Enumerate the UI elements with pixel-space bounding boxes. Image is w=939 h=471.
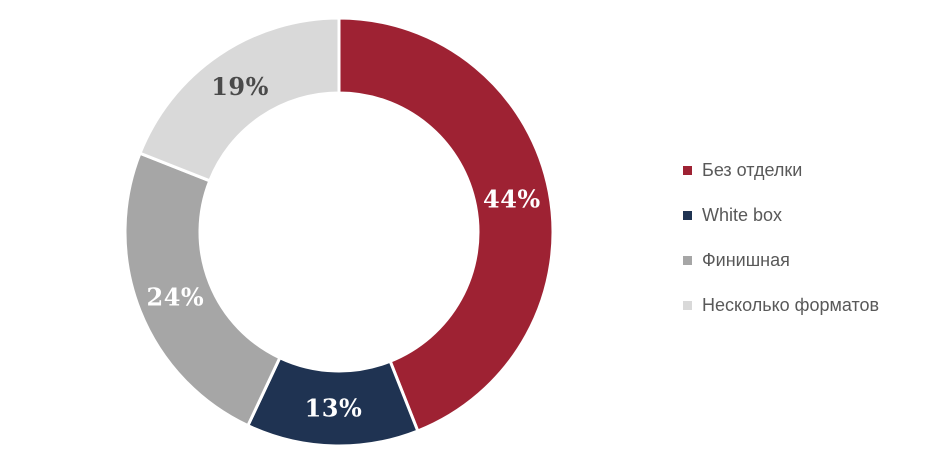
donut-segment-2 xyxy=(123,151,282,428)
chart-legend: Без отделки White box Финишная Несколько фо… xyxy=(683,158,879,338)
legend-label: White box xyxy=(702,204,783,225)
segment-value-label: 19% xyxy=(211,72,269,101)
segment-value-label: 24% xyxy=(147,282,205,311)
legend-item-1: White box xyxy=(683,203,879,227)
legend-label: Без отделки xyxy=(702,159,803,180)
donut-segment-0 xyxy=(337,16,555,433)
segment-value-label: 44% xyxy=(483,185,541,214)
legend-swatch-icon xyxy=(683,210,692,220)
legend-label: Финишная xyxy=(702,249,790,270)
donut-segment-3 xyxy=(138,16,341,183)
legend-item-3: Несколько форматов xyxy=(683,293,879,317)
legend-swatch-icon xyxy=(683,255,692,265)
legend-item-2: Финишная xyxy=(683,248,879,272)
legend-swatch-icon xyxy=(683,300,692,310)
legend-swatch-icon xyxy=(683,165,692,175)
segment-value-label: 13% xyxy=(305,393,363,422)
legend-item-0: Без отделки xyxy=(683,158,879,182)
legend-label: Несколько форматов xyxy=(702,294,880,315)
